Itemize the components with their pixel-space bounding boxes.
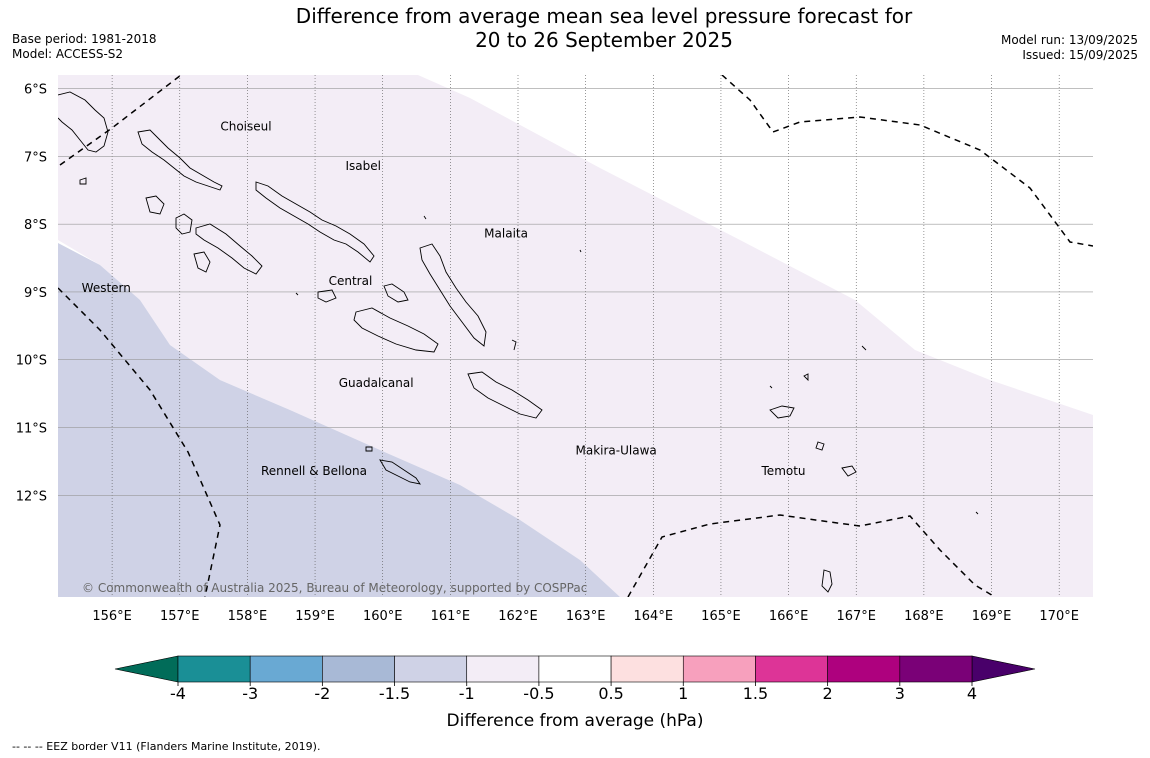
colorbar-tick-label: -4 <box>170 684 186 703</box>
makira-island <box>467 371 543 419</box>
colorbar-tick-label: 2 <box>823 684 833 703</box>
province-label: Isabel <box>346 159 381 173</box>
latitude-tick-label: 11°S <box>16 422 47 437</box>
province-label: Central <box>329 274 373 288</box>
colorbar-tick-label: -1 <box>459 684 475 703</box>
longitude-tick-label: 168°E <box>904 609 944 624</box>
eez-footnote: -- -- -- EEZ border V11 (Flanders Marine… <box>12 740 321 753</box>
colorbar-tick-label: -0.5 <box>523 684 554 703</box>
malaita-island <box>419 243 487 347</box>
longitude-tick-label: 161°E <box>431 609 471 624</box>
colorbar-segment <box>322 655 395 683</box>
longitude-tick-label: 156°E <box>92 609 132 624</box>
model-run: Model run: 13/09/2025 <box>1000 33 1138 47</box>
colorbar-segment <box>899 655 973 683</box>
new-georgia-island <box>175 213 263 275</box>
latitude-labels: 6°S 7°S 8°S 9°S 10°S 11°S 12°S <box>16 83 47 505</box>
colorbar-segment <box>610 655 684 683</box>
tikopia-island <box>821 569 833 593</box>
ndende-island <box>769 405 795 419</box>
colorbar-tick-label: 1 <box>678 684 688 703</box>
eez-borders <box>58 75 1093 597</box>
vella-lavella-island <box>145 195 165 215</box>
colorbar-label: Difference from average (hPa) <box>447 711 704 731</box>
reef-islands <box>803 345 979 515</box>
province-label: Makira-Ulawa <box>576 444 657 458</box>
colorbar-segments <box>114 655 1036 683</box>
guadalcanal-island <box>353 307 439 353</box>
longitude-tick-label: 170°E <box>1039 609 1079 624</box>
colorbar-tick-label: -3 <box>242 684 258 703</box>
colorbar-segment <box>394 655 468 683</box>
rendova-island <box>193 251 211 273</box>
province-label: Western <box>82 281 131 295</box>
bougainville-island <box>58 91 109 153</box>
latitude-tick-label: 12°S <box>16 489 47 504</box>
colorbar-tick-label: -1.5 <box>379 684 410 703</box>
province-label: Choiseul <box>220 120 271 134</box>
latitude-tick-label: 8°S <box>24 218 47 233</box>
copyright-notice: © Commonwealth of Australia 2025, Bureau… <box>82 581 587 595</box>
longitude-labels: 156°E 157°E 158°E 159°E 160°E 161°E 162°E 163°E… <box>92 609 1079 624</box>
longitude-tick-label: 169°E <box>972 609 1012 624</box>
issued-date: Issued: 15/09/2025 <box>1022 48 1138 62</box>
gridlines <box>58 75 1093 597</box>
florida-islands <box>317 283 409 303</box>
meta-left: Base period: 1981-2018 Model: ACCESS-S2 <box>12 32 157 62</box>
chart-title: Difference from average mean sea level p… <box>295 4 913 52</box>
colorbar-tick-label: 1.5 <box>743 684 768 703</box>
eez-border-north-east <box>721 75 1093 247</box>
utupua-island <box>815 441 825 451</box>
small-islets <box>79 177 773 389</box>
colorbar-under-arrow <box>114 655 179 683</box>
longitude-tick-label: 167°E <box>836 609 876 624</box>
longitude-tick-label: 162°E <box>498 609 538 624</box>
colorbar-segment <box>177 655 251 683</box>
colorbar-tick-label: 4 <box>967 684 977 703</box>
province-label: Rennell & Bellona <box>261 464 367 478</box>
coastlines <box>58 91 979 593</box>
vanikoro-island <box>841 465 857 477</box>
longitude-tick-label: 160°E <box>363 609 403 624</box>
choiseul-island <box>137 129 223 191</box>
latitude-tick-label: 7°S <box>24 150 47 165</box>
longitude-tick-label: 158°E <box>228 609 268 624</box>
anomaly-band-minus1-5 <box>58 243 620 597</box>
colorbar-segment <box>827 655 901 683</box>
eez-border-north-west <box>59 75 182 166</box>
longitude-tick-label: 165°E <box>701 609 741 624</box>
latitude-tick-label: 9°S <box>24 286 47 301</box>
eez-border-west <box>58 287 221 597</box>
forecast-map: 6°S 7°S 8°S 9°S 10°S 11°S 12°S 156°E 157°E 158°E… <box>16 75 1093 624</box>
colorbar-tick-label: 0.5 <box>598 684 623 703</box>
colorbar-tick-label: -2 <box>314 684 330 703</box>
colorbar-segment <box>249 655 323 683</box>
province-label: Temotu <box>761 464 806 478</box>
anomaly-band-minus1 <box>58 75 1093 597</box>
meta-right: Model run: 13/09/2025 Issued: 15/09/2025 <box>1001 33 1138 63</box>
colorbar-over-arrow <box>971 655 1036 683</box>
colorbar-tick-label: 3 <box>895 684 905 703</box>
longitude-tick-label: 164°E <box>634 609 674 624</box>
isabel-island <box>255 181 375 263</box>
longitude-tick-label: 157°E <box>160 609 200 624</box>
colorbar-segment <box>538 655 612 683</box>
base-period: Base period: 1981-2018 <box>12 32 157 46</box>
model-name: Model: ACCESS-S2 <box>12 47 124 61</box>
province-labels: Choiseul Isabel Malaita Central Western Guada… <box>82 120 806 478</box>
rennell-island <box>379 459 421 485</box>
province-label: Malaita <box>484 227 528 241</box>
colorbar-segment <box>466 655 540 683</box>
longitude-tick-label: 159°E <box>295 609 335 624</box>
province-label: Guadalcanal <box>339 376 414 390</box>
eez-border-south-east <box>627 514 996 597</box>
latitude-tick-label: 10°S <box>16 354 47 369</box>
colorbar-segment <box>682 655 756 683</box>
colorbar-ticks: -4 -3 -2 -1.5 -1 -0.5 0.5 1 1.5 2 3 4 <box>170 682 977 703</box>
colorbar-segment <box>755 655 828 683</box>
longitude-tick-label: 163°E <box>566 609 606 624</box>
longitude-tick-label: 166°E <box>769 609 809 624</box>
bellona-island <box>365 446 373 452</box>
latitude-tick-label: 6°S <box>24 83 47 98</box>
